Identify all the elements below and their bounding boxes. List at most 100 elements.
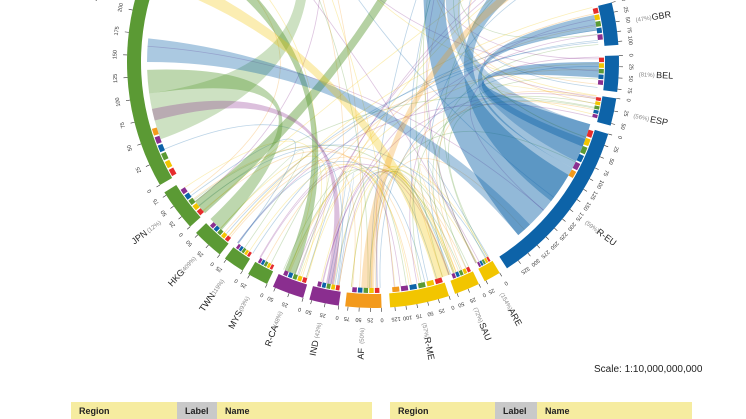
- segment-arc-twn: [224, 247, 251, 271]
- flow-line: [459, 0, 598, 39]
- flow-line: [252, 39, 599, 254]
- flow-line: [260, 163, 450, 275]
- segment-stripe: [335, 285, 340, 291]
- segment-label: BEL: [656, 70, 673, 81]
- segment-stripe: [161, 151, 169, 161]
- segment-label: R-ME: [422, 336, 436, 360]
- segment-stripe: [458, 269, 464, 276]
- flow-line: [225, 41, 599, 235]
- legend-region-header: Region: [390, 402, 495, 419]
- tick-mark: [554, 227, 558, 232]
- flow-line: [438, 0, 599, 60]
- segment-stripe: [292, 273, 298, 280]
- flow-line: [322, 34, 598, 283]
- segment-share: (93%): [238, 296, 251, 313]
- segment-stripe: [580, 145, 588, 155]
- flow-line: [334, 171, 438, 285]
- flow-line: [331, 0, 396, 287]
- tick-mark: [240, 270, 243, 275]
- tick-mark: [576, 199, 581, 202]
- tick-mark: [170, 205, 174, 209]
- segment-stripe: [184, 192, 192, 200]
- segment-stripe: [597, 34, 603, 40]
- segment-ticks: 0255075100125150175200225250025507510012…: [112, 0, 633, 323]
- flow-line: [297, 0, 477, 276]
- segment-share: (409%): [180, 256, 197, 274]
- flow-ribbon-chn-reu: [147, 38, 530, 236]
- chord-flows: [147, 0, 599, 288]
- segment-stripe: [260, 259, 266, 266]
- segment-stripe: [192, 202, 200, 211]
- segment-stripe: [576, 153, 585, 163]
- tick-label: 25: [240, 281, 248, 289]
- flow-line: [193, 144, 461, 271]
- tick-mark: [562, 218, 566, 222]
- legend-region-header: Region: [71, 402, 177, 419]
- flow-line: [458, 0, 587, 138]
- segment-stripe: [180, 187, 188, 195]
- tick-label: 50: [457, 300, 465, 308]
- flow-line: [283, 169, 407, 286]
- segment-stripe: [486, 256, 491, 262]
- segment-stripe: [321, 282, 327, 289]
- flow-line: [436, 90, 597, 270]
- segment-stripe: [330, 284, 336, 290]
- segment-stripe: [244, 249, 250, 256]
- tick-label: 300: [530, 257, 541, 267]
- segment-stripe: [455, 271, 460, 278]
- segment-stripe: [246, 251, 252, 258]
- segment-stripe: [196, 208, 204, 216]
- segment-stripe: [263, 261, 269, 267]
- segment-label: IND: [308, 339, 321, 357]
- segment-stripe: [477, 261, 482, 268]
- flow-line: [468, 0, 598, 88]
- flow-line: [237, 29, 597, 244]
- flow-line: [373, 101, 594, 288]
- segment-stripe: [266, 262, 272, 269]
- flow-ribbon-chn-hkg: [147, 69, 283, 230]
- flow-line: [305, 170, 347, 284]
- tick-mark: [301, 297, 304, 302]
- tick-mark: [223, 259, 227, 263]
- flow-line: [468, 0, 598, 85]
- flow-line: [184, 140, 323, 277]
- tick-label: 0: [178, 231, 185, 237]
- tick-mark: [337, 305, 340, 310]
- tick-label: 0: [503, 279, 509, 286]
- scale-label: Scale: 1:10,000,000,000: [594, 364, 703, 375]
- segment-arc-r-me: [389, 282, 450, 308]
- flow-line: [287, 63, 599, 272]
- tick-mark: [527, 252, 531, 257]
- legend-table-left: Region Label Name: [71, 402, 372, 419]
- flow-line: [351, 168, 469, 288]
- tick-mark: [287, 293, 290, 298]
- flow-line: [198, 96, 595, 207]
- segment-stripe: [217, 228, 224, 236]
- flow-line: [224, 69, 599, 233]
- tick-label: 50: [624, 16, 631, 23]
- segment-arc-mys: [248, 261, 274, 285]
- flow-line: [369, 0, 417, 288]
- tick-mark: [162, 195, 167, 198]
- flow-ribbon-chn-rca: [246, 0, 319, 275]
- tick-mark: [615, 20, 620, 23]
- segment-arc-are: [478, 260, 500, 282]
- tick-mark: [156, 184, 161, 188]
- segment-stripe: [434, 277, 443, 285]
- tick-mark: [589, 178, 594, 181]
- tick-label: 50: [355, 316, 361, 322]
- segment-stripe: [168, 167, 177, 177]
- tick-label: 200: [566, 221, 576, 232]
- flow-line: [265, 25, 597, 262]
- flow-line: [350, 170, 455, 287]
- segment-stripe: [568, 169, 577, 179]
- flow-line: [220, 149, 304, 249]
- segment-stripe: [593, 109, 599, 115]
- segment-share: (154%): [498, 292, 513, 312]
- flow-line: [198, 144, 487, 258]
- tick-label: 50: [305, 308, 312, 315]
- flow-line: [338, 165, 488, 286]
- segment-stripe: [483, 257, 489, 264]
- segment-arc-sau: [450, 271, 479, 294]
